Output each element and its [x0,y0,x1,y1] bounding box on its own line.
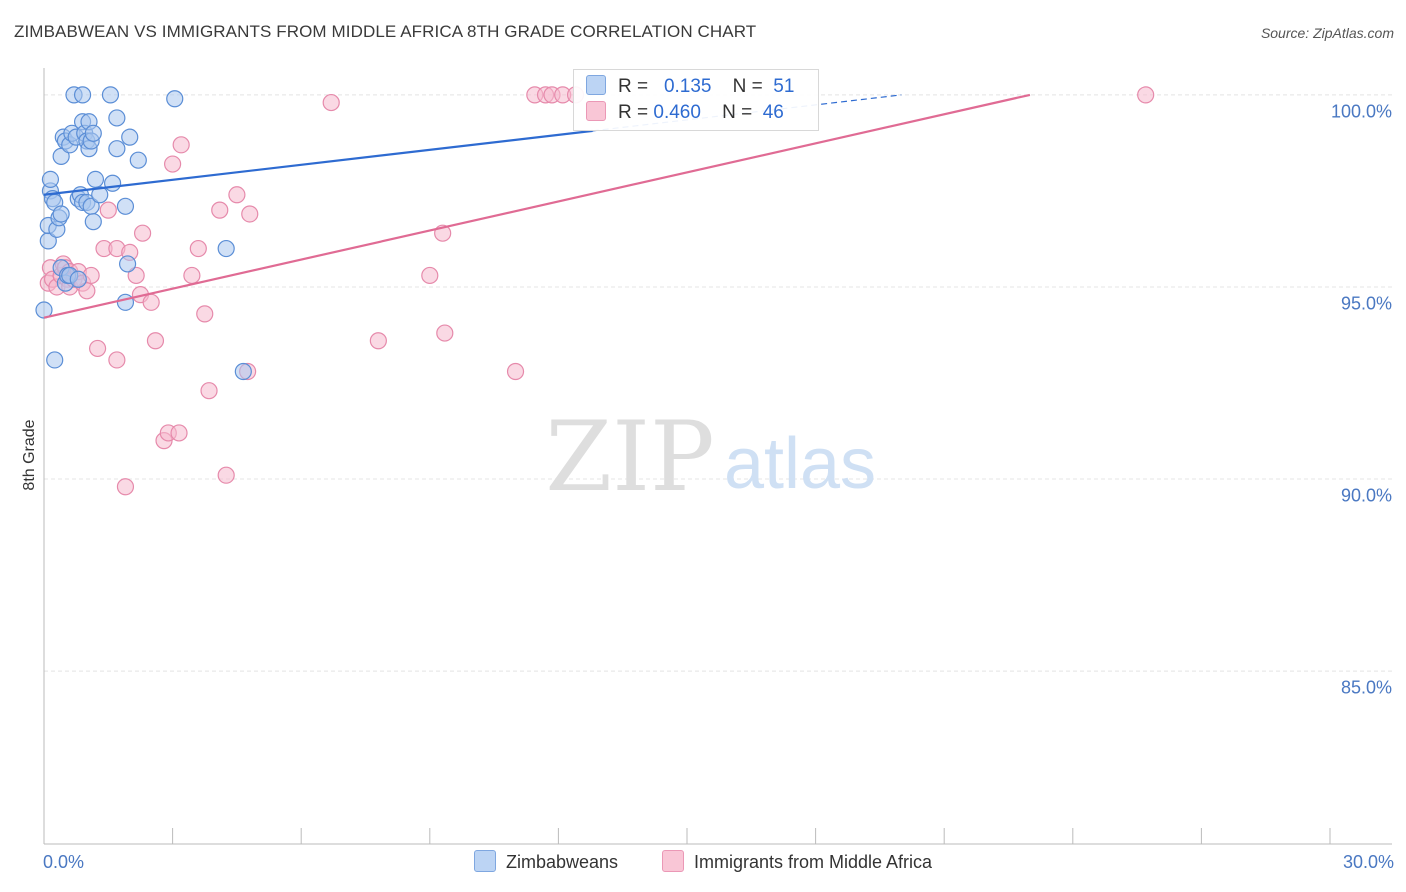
middle-africa-point [241,205,259,223]
n-label: N = [722,102,753,123]
middle-africa-point [116,478,135,496]
legend-row-zimbabweans: R = 0.135 N = 51 [586,74,795,100]
middle-africa-point [170,424,188,442]
middle-africa-point [133,224,152,242]
middle-africa-point [369,332,387,350]
grid-lines [44,94,1392,672]
n-value: 46 [762,102,784,123]
bottom-legend-label: Immigrants from Middle Africa [694,852,933,872]
bottom-legend-middle-africa: Immigrants from Middle Africa [662,850,933,874]
middle-africa-point [217,466,235,484]
watermark-atlas: atlas [724,424,876,504]
zimbabweans-point [129,151,147,169]
zimbabweans-point [103,174,122,192]
source-label: Source: ZipAtlas.com [1260,25,1394,41]
middle-africa-point [196,305,214,323]
zimbabweans-point [101,86,120,104]
zimbabweans-point [118,255,137,273]
middle-africa-point [211,201,229,219]
zimbabweans-point [116,197,135,215]
n-value: 51 [773,76,795,97]
middle-africa-point [172,136,190,154]
middle-africa-point [421,266,439,285]
zimbabweans-point [84,124,102,142]
middle-africa-point [436,324,454,342]
zimbabweans-point [86,170,105,189]
r-label: R = [618,76,649,97]
y-tick-label: 95.0% [1340,293,1392,314]
middle-africa-point [108,351,126,369]
legend-swatch-blue [586,74,606,95]
middle-africa-point [88,339,107,358]
middle-africa-point [189,239,207,258]
legend-row-middle-africa: R = 0.460 N = 46 [586,100,784,126]
zimbabweans-point [91,186,109,204]
zimbabweans-point [35,301,53,319]
bottom-legend-swatch-blue [474,850,496,873]
middle-africa-point [1137,86,1155,104]
zimbabweans-point [84,213,102,231]
r-value: 0.135 [663,76,712,97]
watermark-zip: ZIP [545,401,714,513]
bottom-legend-swatch-pink [662,850,684,873]
middle-africa-point [146,332,165,350]
trend-lines [43,93,1031,319]
middle-africa-point [142,293,160,311]
y-tick-label: 90.0% [1340,485,1392,506]
zimbabweans-point [69,270,87,288]
zimbabweans-point [121,128,139,146]
stats-legend: R = 0.135 N = 51 R = 0.460 N = 46 [573,69,819,131]
zimbabweans-point [46,351,64,369]
x-tick-max: 30.0% [1342,852,1394,872]
middle-africa-trend-line [43,93,1031,319]
r-value: 0.460 [653,102,701,123]
zimbabweans-point [116,293,135,311]
r-label: R = [618,102,649,123]
middle-africa-point [228,186,246,204]
axes [43,68,1392,845]
middle-africa-point [183,266,201,285]
middle-africa-point [99,201,117,219]
zimbabweans-point [166,90,184,108]
zimbabweans-point [73,86,92,104]
y-tick-label: 85.0% [1340,677,1392,698]
x-tick-min: 0.0% [43,852,85,872]
zimbabweans-point [234,362,252,381]
y-axis-label: 8th Grade [21,419,38,491]
zimbabweans-point [108,140,126,158]
zimbabweans-trend-line [43,129,593,196]
legend-swatch-pink [586,100,606,121]
n-label: N = [732,76,763,97]
middle-africa-point [127,266,145,285]
middle-africa-point [506,362,525,381]
zimbabweans-point [217,239,235,258]
zimbabweans-point [52,205,70,223]
bottom-legend-label: Zimbabweans [506,852,619,872]
middle-africa-point [200,382,218,400]
middle-africa-point [322,93,340,112]
chart-title: ZIMBABWEAN VS IMMIGRANTS FROM MIDDLE AFR… [14,22,757,41]
bottom-legend-zimbabweans: Zimbabweans [474,850,619,874]
middle-africa-point [164,155,182,173]
zimbabweans-point [108,109,126,127]
y-tick-label: 100.0% [1330,101,1392,122]
zimbabweans-point [41,170,60,189]
data-points [35,86,1155,496]
